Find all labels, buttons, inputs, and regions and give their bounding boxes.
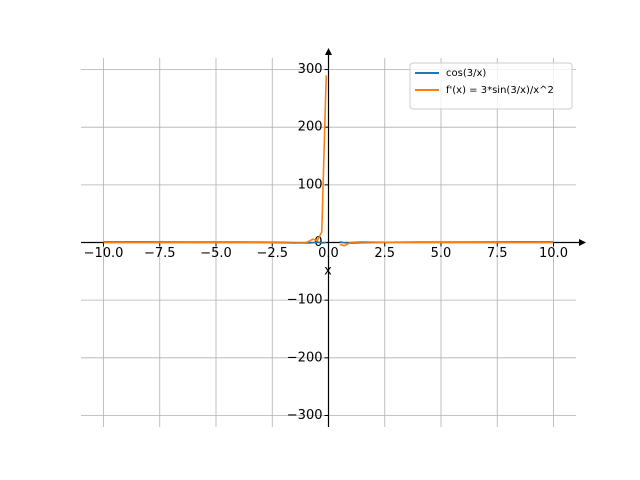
series-line <box>103 75 554 247</box>
y-tick-label: −200 <box>287 350 323 365</box>
y-tick-label: −300 <box>287 408 323 423</box>
x-tick-label: 7.5 <box>487 246 508 261</box>
x-tick-label: −7.5 <box>144 246 176 261</box>
x-tick-label: −5.0 <box>200 246 232 261</box>
legend-label: cos(3/x) <box>446 68 486 79</box>
y-tick-label: 300 <box>298 62 323 77</box>
x-axis-arrow <box>579 239 586 246</box>
y-tick-label: 200 <box>298 120 323 135</box>
x-tick-label: 2.5 <box>374 246 395 261</box>
legend-label: f'(x) = 3*sin(3/x)/x^2 <box>446 85 554 96</box>
y-axis-arrow <box>325 48 332 55</box>
legend: cos(3/x) f'(x) = 3*sin(3/x)/x^2 <box>409 62 573 110</box>
y-tick-label: 100 <box>298 177 323 192</box>
x-tick-label: 5.0 <box>431 246 452 261</box>
x-tick-label: 10.0 <box>539 246 568 261</box>
x-tick-label: −10.0 <box>84 246 124 261</box>
x-tick-label: −2.5 <box>256 246 288 261</box>
legend-box <box>409 62 573 110</box>
y-tick-label: −100 <box>287 293 323 308</box>
